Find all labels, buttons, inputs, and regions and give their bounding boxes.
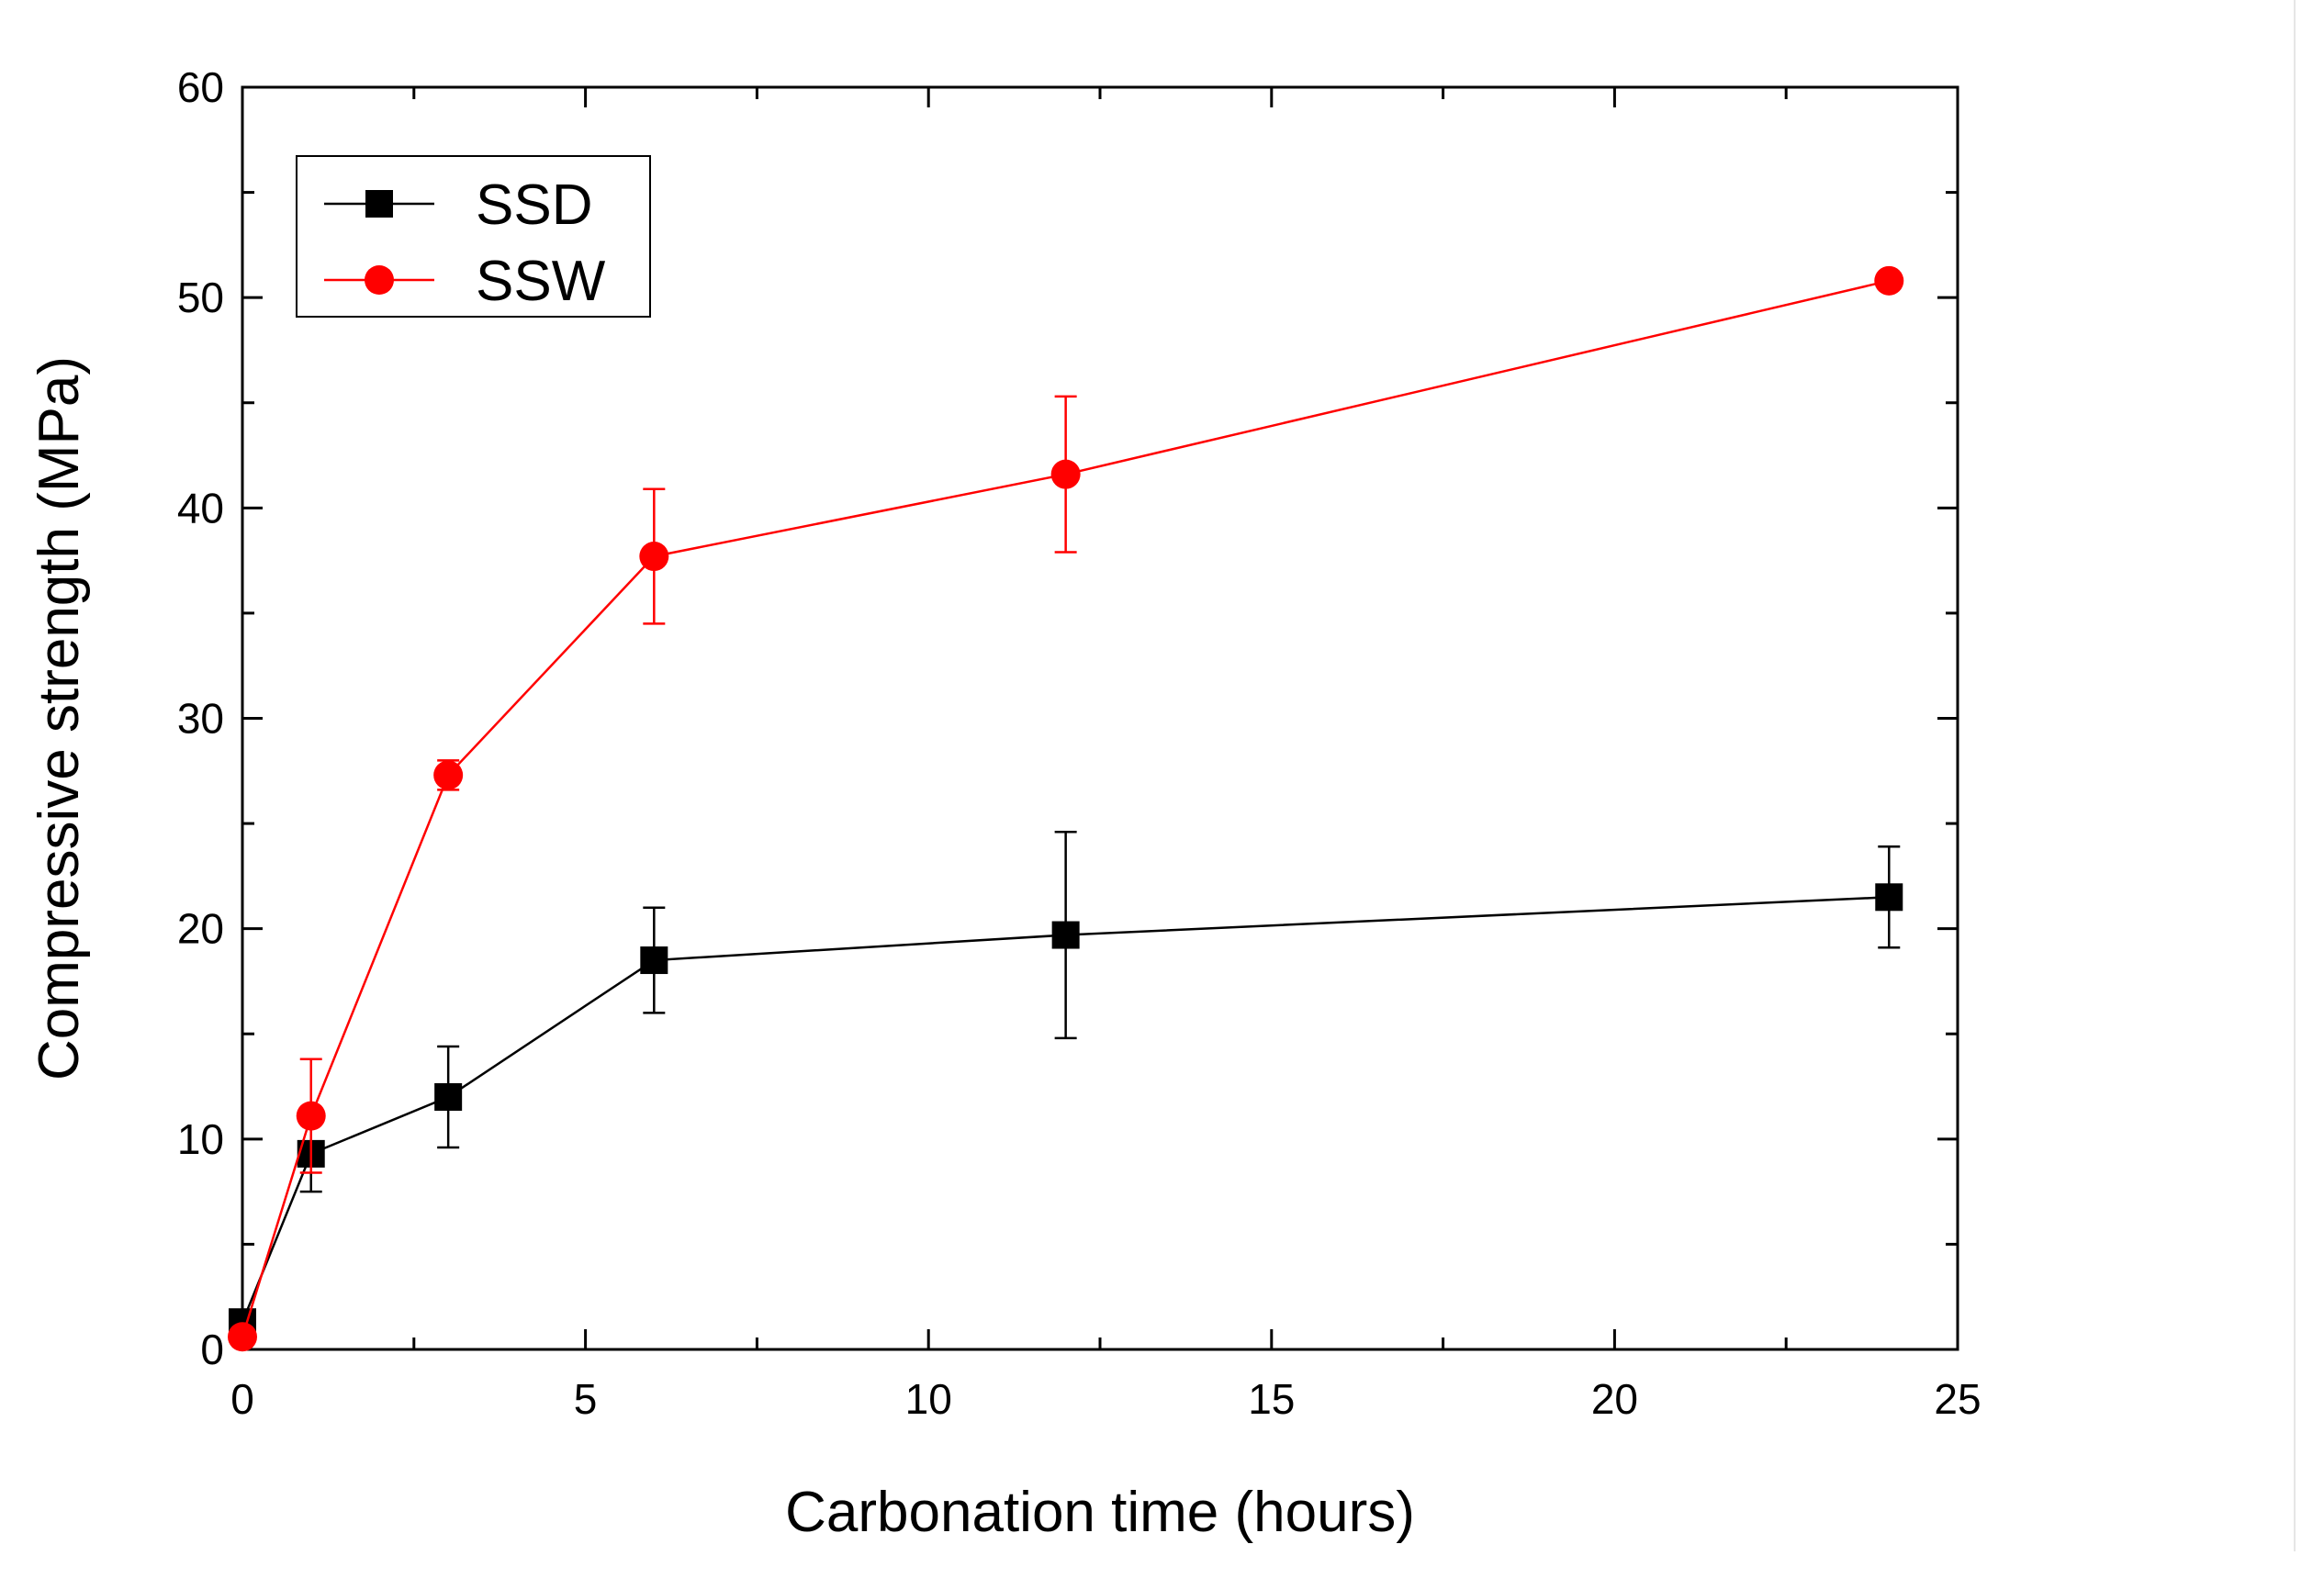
legend-box [296, 155, 651, 318]
series-ssw [228, 265, 1904, 1352]
legend-marker-ssd [365, 190, 393, 218]
data-point-ssw [1050, 459, 1081, 489]
x-axis-label: Carbonation time (hours) [785, 1481, 1415, 1544]
legend-label-ssw: SSW [476, 250, 606, 313]
data-point-ssw [433, 760, 464, 790]
legend: SSD SSW [296, 155, 651, 318]
data-point-ssw [296, 1101, 326, 1131]
legend-label-ssd: SSD [476, 173, 592, 237]
data-point-ssw [639, 542, 669, 572]
x-tick-label: 25 [1934, 1375, 1981, 1423]
y-axis-label: Compressive strength (MPa) [28, 356, 91, 1080]
y-tick-label: 60 [177, 63, 224, 111]
y-tick-label: 50 [177, 274, 224, 321]
data-point-ssd [434, 1083, 463, 1111]
tick-labels: 0 5 10 15 20 25 0 10 20 30 40 50 60 [177, 63, 1982, 1423]
series-line-ssw [241, 279, 1890, 1337]
series-layer [228, 265, 1904, 1352]
legend-marker-ssw [365, 265, 394, 295]
y-tick-label: 0 [200, 1326, 224, 1373]
x-tick-label: 10 [905, 1375, 952, 1423]
page-edge-rule [2294, 0, 2296, 1551]
y-tick-label: 20 [177, 905, 224, 953]
data-point-ssd [1051, 921, 1080, 949]
data-point-ssd [1875, 883, 1903, 912]
x-tick-label: 5 [574, 1375, 598, 1423]
x-tick-label: 15 [1248, 1375, 1295, 1423]
x-tick-label: 0 [230, 1375, 254, 1423]
data-point-ssw [228, 1322, 257, 1352]
data-point-ssd [640, 946, 668, 975]
series-line-ssd [241, 896, 1890, 1323]
series-ssd [229, 831, 1903, 1337]
y-tick-label: 30 [177, 695, 224, 743]
data-point-ssw [1874, 265, 1904, 296]
y-tick-label: 10 [177, 1115, 224, 1163]
axis-ticks [241, 85, 1959, 1351]
x-tick-label: 20 [1591, 1375, 1638, 1423]
y-tick-label: 40 [177, 484, 224, 532]
